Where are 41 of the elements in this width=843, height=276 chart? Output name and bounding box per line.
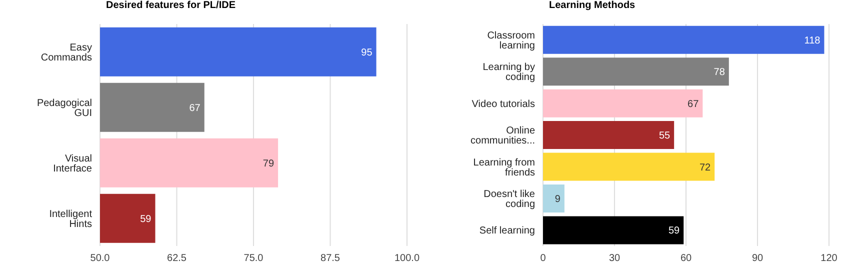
bar <box>543 216 684 244</box>
x-tick-label: 120 <box>820 253 838 264</box>
data-label: 79 <box>262 158 274 170</box>
bar <box>543 184 564 212</box>
x-tick-label: 62.5 <box>167 253 187 264</box>
chart-title: Learning Methods <box>549 0 636 11</box>
bar <box>543 152 715 181</box>
data-label: 95 <box>361 47 373 58</box>
bar <box>543 58 729 86</box>
y-tick-label: Pedagogical GUI <box>36 98 92 119</box>
y-tick-label: Intelligent Hints <box>49 208 92 230</box>
y-tick-label: Online communities... <box>470 126 536 147</box>
bar <box>543 89 703 118</box>
x-tick-label: 0 <box>540 253 546 264</box>
data-label: 59 <box>140 214 152 225</box>
x-tick-label: 50.0 <box>90 253 110 264</box>
x-tick-label: 90 <box>752 253 764 264</box>
y-tick-label: Doesn't like coding <box>484 188 536 210</box>
y-tick-label: Learning by coding <box>482 62 535 84</box>
data-label: 78 <box>714 67 726 78</box>
data-label: 118 <box>804 35 821 46</box>
chart-title: Desired features for PL/IDE <box>106 0 236 11</box>
data-label: 67 <box>189 102 201 114</box>
y-tick-label: Video tutorials <box>472 98 535 110</box>
y-tick-label: Classroom learning <box>487 30 535 52</box>
bar <box>543 121 674 150</box>
x-tick-label: 100.0 <box>394 253 420 264</box>
data-label: 9 <box>554 194 561 205</box>
data-label: 55 <box>658 130 671 142</box>
data-label: 59 <box>668 226 680 237</box>
data-label: 72 <box>699 162 712 174</box>
x-tick-label: 75.0 <box>244 253 264 264</box>
y-tick-label: Learning from friends <box>473 157 535 178</box>
y-tick-label: Self learning <box>479 226 535 237</box>
bar <box>543 26 824 54</box>
x-tick-label: 30 <box>608 253 620 264</box>
data-label: 67 <box>688 98 700 110</box>
y-tick-label: Visual Interface <box>53 153 92 174</box>
x-tick-label: 87.5 <box>320 253 340 264</box>
x-tick-label: 60 <box>680 253 692 264</box>
y-tick-label: Easy Commands <box>40 42 92 64</box>
